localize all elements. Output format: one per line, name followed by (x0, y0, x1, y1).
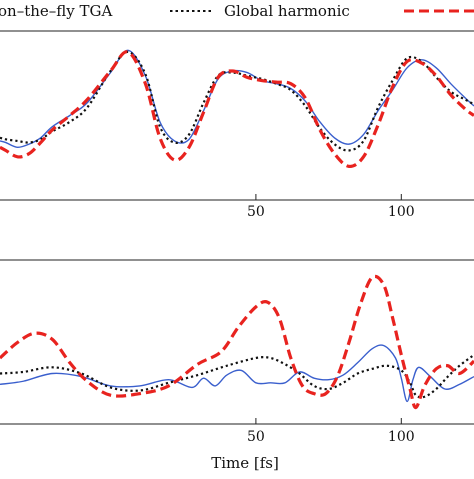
bottom-xtick-label-50: 50 (247, 429, 265, 445)
x-axis-label: Time [fs] (211, 454, 279, 472)
legend: on–the–fly TGA Global harmonic (0, 2, 474, 20)
top-xtick-label-50: 50 (247, 204, 265, 220)
top-panel: 50 100 (0, 30, 474, 220)
legend-label-harmonic: Global harmonic (224, 2, 350, 20)
bottom-series-exact-line (0, 274, 474, 410)
legend-label-tga: on–the–fly TGA (0, 2, 112, 20)
bottom-series-tga-line (0, 344, 474, 403)
bottom-panel: 50 100 Time [fs] (0, 259, 474, 472)
top-xtick-label-100: 100 (388, 204, 415, 220)
bottom-xtick-label-100: 100 (388, 429, 415, 445)
top-series-exact-line (0, 50, 474, 169)
top-series-harmonic-line (0, 50, 474, 152)
